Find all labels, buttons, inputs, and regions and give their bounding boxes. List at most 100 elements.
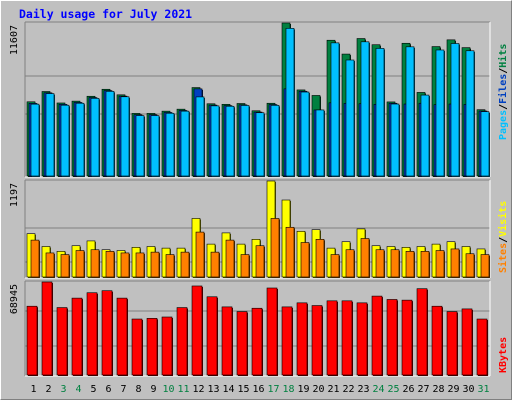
x-tick-label: 15 — [237, 384, 249, 395]
sites-bar — [90, 249, 100, 278]
kbytes-bar — [251, 307, 263, 376]
x-tick-label: 31 — [477, 384, 489, 395]
kbytes-bar — [341, 300, 353, 376]
pages-bar — [90, 98, 100, 177]
kbytes-bar — [356, 302, 368, 376]
legend-hits-files-pages: Pages/Files/Hits — [497, 44, 509, 140]
kbytes-bar — [131, 318, 143, 376]
sites-bar — [480, 254, 490, 278]
x-tick-label: 27 — [417, 384, 429, 395]
pages-bar — [300, 91, 310, 177]
pages-bar — [450, 43, 460, 177]
x-tick-label: 11 — [177, 384, 189, 395]
x-tick-label: 9 — [150, 384, 156, 395]
x-tick-label: 23 — [357, 384, 369, 395]
kbytes-bar — [161, 316, 173, 376]
pages-bar — [375, 48, 385, 177]
kbytes-bar — [221, 306, 233, 376]
kbytes-bar — [446, 311, 458, 376]
x-tick-label: 8 — [135, 384, 141, 395]
pages-bar — [45, 93, 55, 177]
x-tick-label: 12 — [192, 384, 204, 395]
pages-bar — [330, 42, 340, 177]
sites-bar — [210, 251, 220, 278]
legend-entry: Sites — [497, 243, 509, 273]
y-max-label: 11607 — [9, 25, 20, 55]
sites-bar — [270, 218, 280, 278]
pages-bar — [195, 96, 205, 177]
pages-bar — [465, 50, 475, 177]
sites-bar — [30, 239, 40, 278]
legend-entry: Visits — [497, 201, 509, 237]
x-tick-label: 28 — [432, 384, 444, 395]
pages-bar — [165, 112, 175, 177]
sites-bar — [330, 254, 340, 278]
sites-bar — [360, 238, 370, 278]
legend-entry: KBytes — [498, 337, 509, 373]
sites-bar — [315, 239, 325, 278]
sites-bar — [120, 252, 130, 278]
x-tick-label: 17 — [267, 384, 279, 395]
sites-bar — [75, 250, 85, 278]
x-tick-label: 22 — [342, 384, 354, 395]
x-tick-label: 16 — [252, 384, 264, 395]
kbytes-bar — [26, 305, 38, 376]
kbytes-bar — [296, 302, 308, 376]
pages-bar — [75, 102, 85, 177]
kbytes-bar — [386, 299, 398, 376]
sites-bar — [285, 226, 295, 278]
kbytes-bar — [206, 296, 218, 376]
sites-bar — [420, 251, 430, 278]
sites-bar — [60, 254, 70, 278]
kbytes-bar — [281, 306, 293, 376]
pages-bar — [360, 41, 370, 177]
x-tick-label: 26 — [402, 384, 414, 395]
x-tick-label: 21 — [327, 384, 339, 395]
pages-bar — [30, 103, 40, 177]
sites-bar — [105, 251, 115, 278]
kbytes-bar — [191, 285, 203, 376]
x-tick-label: 7 — [120, 384, 126, 395]
x-tick-label: 2 — [45, 384, 51, 395]
kbytes-bar — [236, 311, 248, 376]
sites-bar — [135, 252, 145, 278]
x-tick-label: 14 — [222, 384, 234, 395]
pages-bar — [120, 96, 130, 177]
pages-bar — [405, 46, 415, 177]
pages-bar — [60, 104, 70, 177]
legend-entry: Files — [497, 74, 509, 104]
sites-bar — [240, 254, 250, 278]
sites-bar — [255, 245, 265, 278]
pages-bar — [210, 105, 220, 177]
pages-bar — [105, 91, 115, 177]
kbytes-bar — [116, 297, 128, 376]
kbytes-bar — [266, 287, 278, 376]
legend-entry: Hits — [497, 44, 509, 68]
sites-bar — [45, 252, 55, 278]
x-tick-label: 5 — [90, 384, 96, 395]
legend-visits-sites: Sites/Visits — [497, 201, 509, 273]
pages-bar — [135, 115, 145, 177]
kbytes-bar — [176, 307, 188, 376]
pages-bar — [240, 105, 250, 177]
legend-entry: / — [498, 68, 509, 74]
x-tick-label: 20 — [312, 384, 324, 395]
kbytes-bar — [101, 290, 113, 376]
x-tick-label: 13 — [207, 384, 219, 395]
y-max-label: 1197 — [9, 183, 20, 207]
sites-bar — [225, 239, 235, 278]
pages-bar — [480, 111, 490, 177]
kbytes-bar — [56, 307, 68, 376]
legend-entry: / — [498, 104, 509, 110]
pages-bar — [390, 103, 400, 177]
kbytes-bar — [86, 292, 98, 376]
kbytes-bar — [416, 288, 428, 376]
pages-bar — [270, 105, 280, 177]
legend-entry: Pages — [498, 110, 509, 140]
kbytes-bar — [146, 318, 158, 376]
x-tick-label: 25 — [387, 384, 399, 395]
sites-bar — [435, 250, 445, 278]
sites-bar — [405, 251, 415, 278]
legend-kbytes: KBytes — [498, 337, 509, 373]
